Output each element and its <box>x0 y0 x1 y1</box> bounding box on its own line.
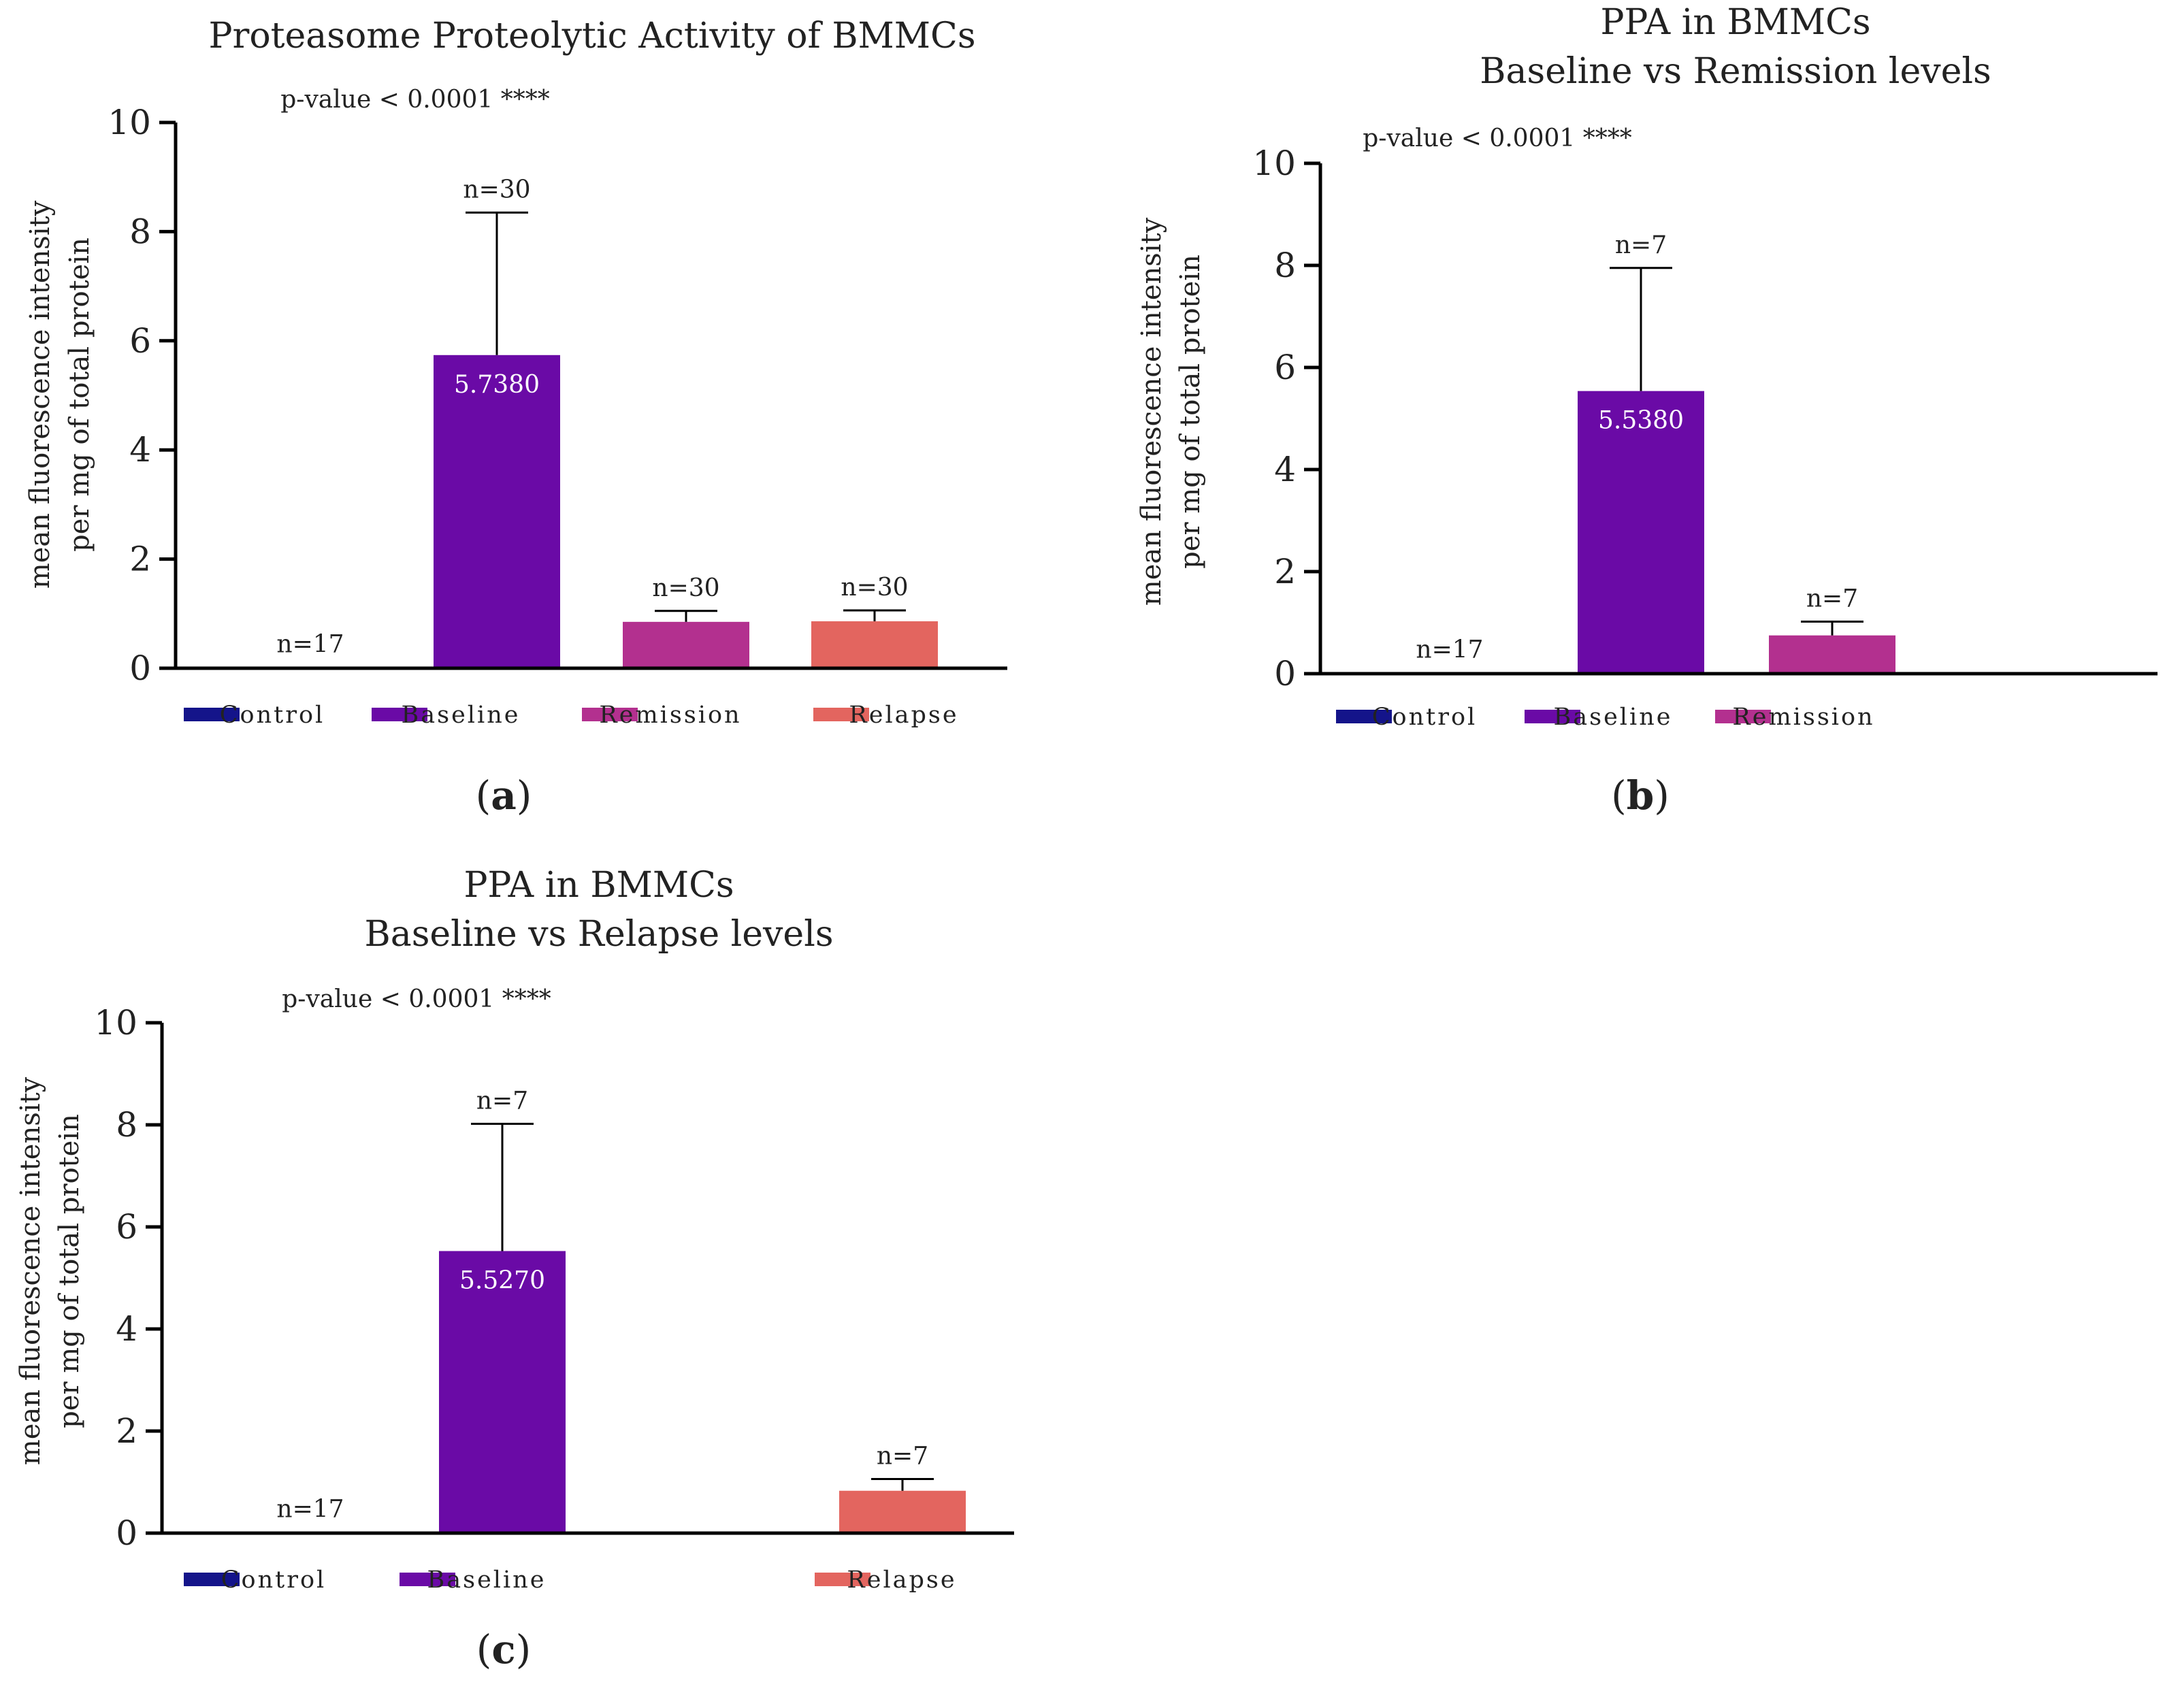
y-tick-label: 4 <box>1274 450 1296 489</box>
chart-title: PPA in BMMCs <box>1600 2 1870 43</box>
chart-panel-c: PPA in BMMCs Baseline vs Relapse levels p-… <box>0 857 1062 1701</box>
legend-swatch-control <box>184 1573 240 1586</box>
legend-label-remission: Remission <box>599 702 741 729</box>
n-label-baseline: n=7 <box>476 1087 528 1115</box>
chart-a: Proteasome Proteolytic Activity of BMMCs… <box>25 16 1007 729</box>
y-tick-label: 6 <box>116 1207 137 1247</box>
y-tick-label: 8 <box>1274 246 1296 285</box>
legend-label-remission: Remission <box>1732 704 1874 731</box>
legend-label-control: Control <box>1372 704 1477 731</box>
legend-swatch-relapse <box>815 1573 870 1586</box>
y-tick-label: 8 <box>116 1105 137 1145</box>
y-tick-label: 10 <box>1252 144 1296 183</box>
pvalue-annotation: p-value < 0.0001 **** <box>1363 125 1631 152</box>
bar-relapse <box>839 1490 966 1533</box>
y-tick-label: 10 <box>108 103 151 142</box>
n-label-remission: n=30 <box>652 574 719 602</box>
legend-label-baseline: Baseline <box>1554 704 1673 731</box>
n-label-baseline: n=30 <box>463 176 530 203</box>
value-label-baseline: 5.5270 <box>459 1266 545 1294</box>
legend-swatch-control <box>184 708 240 721</box>
legend-label-control: Control <box>220 702 325 729</box>
y-tick-label: 10 <box>94 1003 137 1042</box>
y-axis-label: per mg of total protein <box>54 1114 85 1428</box>
legend-swatch-remission <box>1715 710 1771 723</box>
y-tick-label: 2 <box>129 540 151 579</box>
y-tick-label: 4 <box>116 1309 137 1349</box>
panel-label-c: (c) <box>476 1626 532 1673</box>
value-label-baseline: 5.5380 <box>1598 407 1684 435</box>
n-label-control: n=17 <box>276 630 344 658</box>
chart-panel-b: PPA in BMMCs Baseline vs Remission levels… <box>1109 0 2165 844</box>
legend-swatch-baseline <box>400 1573 455 1586</box>
y-tick-label: 0 <box>116 1513 137 1553</box>
legend-swatch-baseline <box>1525 710 1580 723</box>
bar-baseline <box>439 1251 566 1533</box>
y-axis-label: per mg of total protein <box>1175 254 1206 569</box>
chart-b: PPA in BMMCs Baseline vs Remission levels… <box>1136 2 2158 731</box>
pvalue-annotation: p-value < 0.0001 **** <box>282 985 551 1013</box>
n-label-remission: n=7 <box>1806 585 1858 613</box>
bar-remission <box>623 621 749 668</box>
chart-title: Proteasome Proteolytic Activity of BMMCs <box>208 16 975 56</box>
legend-label-baseline: Baseline <box>402 702 521 729</box>
y-axis-label: mean fluorescence intensity <box>25 200 56 589</box>
pvalue-annotation: p-value < 0.0001 **** <box>280 86 549 114</box>
y-tick-label: 2 <box>1274 552 1296 591</box>
n-label-control: n=17 <box>276 1496 344 1524</box>
y-tick-label: 2 <box>116 1411 137 1451</box>
bar-remission <box>1769 635 1895 674</box>
value-label-baseline: 5.7380 <box>454 371 540 399</box>
legend-label-relapse: Relapse <box>849 702 958 729</box>
chart-title: Baseline vs Relapse levels <box>364 914 833 955</box>
bar-relapse <box>811 621 938 668</box>
bar-baseline <box>434 355 560 668</box>
n-label-relapse: n=30 <box>841 574 908 602</box>
n-label-baseline: n=7 <box>1615 231 1667 259</box>
n-label-control: n=17 <box>1416 636 1483 664</box>
y-axis-label: mean fluorescence intensity <box>1136 217 1167 606</box>
chart-title: PPA in BMMCs <box>463 865 734 906</box>
legend-swatch-remission <box>582 708 638 721</box>
legend-label-control: Control <box>221 1566 326 1594</box>
legend-swatch-baseline <box>372 708 427 721</box>
y-tick-label: 6 <box>129 321 151 361</box>
y-tick-label: 6 <box>1274 348 1296 387</box>
chart-title: Baseline vs Remission levels <box>1480 51 1991 92</box>
y-axis-label: per mg of total protein <box>64 237 95 552</box>
chart-c: PPA in BMMCs Baseline vs Relapse levels p-… <box>15 865 1014 1594</box>
y-tick-label: 0 <box>129 648 151 688</box>
legend-label-relapse: Relapse <box>847 1566 956 1594</box>
legend-swatch-relapse <box>813 708 869 721</box>
n-label-relapse: n=7 <box>877 1443 928 1471</box>
panel-label-a: (a) <box>475 772 532 819</box>
y-tick-label: 8 <box>129 212 151 251</box>
y-axis-label: mean fluorescence intensity <box>15 1077 46 1465</box>
panel-label-b: (b) <box>1611 772 1670 819</box>
chart-panel-a: Proteasome Proteolytic Activity of BMMCs… <box>0 0 1062 844</box>
legend-swatch-control <box>1336 710 1392 723</box>
y-tick-label: 4 <box>129 430 151 470</box>
legend-label-baseline: Baseline <box>427 1566 547 1594</box>
y-tick-label: 0 <box>1274 654 1296 693</box>
bar-baseline <box>1578 391 1704 674</box>
